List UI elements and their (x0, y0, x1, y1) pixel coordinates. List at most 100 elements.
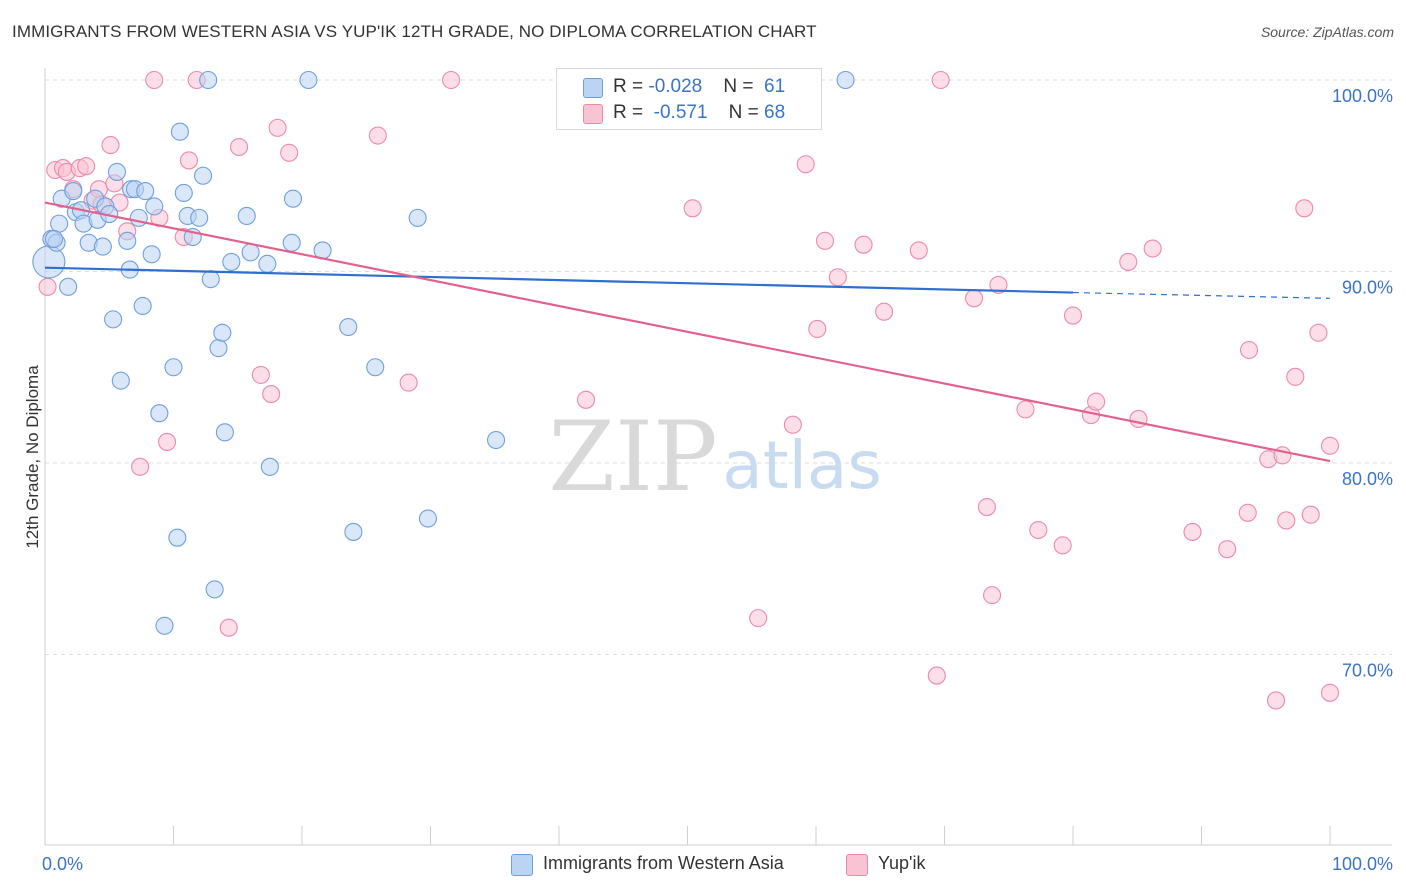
watermark-atlas: atlas (722, 427, 882, 504)
scatter-point-yupik (1129, 409, 1148, 429)
scatter-point-western-asia (339, 317, 358, 337)
scatter-point-yupik (251, 365, 270, 384)
n-value: 68 (764, 102, 786, 123)
scatter-point-yupik (1143, 239, 1162, 258)
scatter-point-yupik (749, 609, 768, 628)
scatter-point-yupik (38, 277, 57, 296)
scatter-point-western-asia (44, 229, 64, 248)
r-label: R = (613, 102, 649, 123)
scatter-point-western-asia (209, 339, 228, 358)
stats-row-pink: R = -0.571 N = 68 (557, 100, 821, 126)
x-tick-label: 0.0% (42, 854, 83, 874)
scatter-point-yupik (1266, 691, 1286, 710)
scatter-point-yupik (1309, 323, 1328, 342)
scatter-point-yupik (442, 70, 461, 90)
scatter-point-western-asia (136, 182, 155, 201)
scatter-point-yupik (854, 235, 873, 254)
scatter-point-yupik (1183, 522, 1202, 541)
scatter-point-yupik (828, 268, 847, 287)
scatter-point-yupik (280, 143, 299, 162)
scatter-point-yupik (989, 275, 1008, 294)
trend-extension-western-asia (1072, 291, 1331, 299)
trend-line-yupik (44, 201, 1331, 463)
scatter-point-western-asia (104, 310, 123, 329)
scatter-point-yupik (1119, 252, 1138, 271)
scatter-point-yupik (1238, 503, 1257, 522)
series-immigrants-western-asia (32, 70, 855, 635)
scatter-point-yupik (158, 432, 177, 451)
scatter-point-western-asia (366, 358, 385, 377)
scatter-point-yupik (1301, 505, 1320, 524)
scatter-point-yupik (1063, 306, 1083, 325)
scatter-point-yupik (683, 199, 702, 218)
scatter-point-yupik (977, 497, 996, 517)
stats-swatch-pink (583, 104, 603, 124)
trend-lines (44, 201, 1331, 463)
scatter-point-western-asia (168, 528, 187, 547)
legend-swatch-pink (846, 854, 868, 876)
watermark-zip: ZIP (548, 401, 717, 513)
scatter-point-western-asia (194, 166, 213, 185)
scatter-point-western-asia (201, 270, 220, 289)
scatter-point-western-asia (282, 233, 301, 252)
scatter-point-western-asia (155, 616, 174, 635)
scatter-point-western-asia (213, 323, 232, 342)
scatter-point-yupik (77, 157, 96, 176)
scatter-point-western-asia (170, 122, 189, 141)
scatter-point-western-asia (241, 243, 260, 262)
scatter-point-western-asia (129, 208, 148, 227)
legend-label: Yup'ik (878, 853, 926, 873)
x-tick-label: 100.0% (1332, 854, 1393, 874)
scatter-point-yupik (262, 385, 281, 404)
scatter-point-western-asia (199, 70, 218, 90)
y-tick-label: 100.0% (1332, 86, 1393, 106)
scatter-point-yupik (219, 618, 238, 637)
scatter-point-yupik (783, 415, 802, 434)
scatter-point-western-asia (283, 189, 303, 208)
scatter-point-yupik (927, 666, 946, 685)
r-value: -0.028 (648, 76, 703, 97)
scatter-point-yupik (931, 70, 950, 90)
scatter-point-western-asia (260, 457, 279, 476)
stats-text-pink: R = -0.571 N = 68 (613, 102, 785, 124)
scatter-point-western-asia (237, 206, 256, 226)
scatter-point-western-asia (64, 182, 83, 201)
y-tick-label: 70.0% (1342, 661, 1393, 681)
scatter-point-western-asia (299, 70, 318, 90)
chart-title: IMMIGRANTS FROM WESTERN ASIA VS YUP'IK 1… (12, 22, 817, 41)
scatter-point-yupik (399, 373, 418, 392)
scatter-point-western-asia (145, 197, 164, 216)
watermark: ZIP atlas (548, 401, 881, 513)
scatter-point-yupik (875, 302, 894, 321)
scatter-point-western-asia (50, 214, 69, 233)
scatter-point-western-asia (142, 245, 161, 264)
axes (44, 68, 1392, 846)
scatter-point-yupik (1286, 367, 1305, 386)
scatter-point-western-asia (215, 423, 234, 442)
scatter-point-yupik (808, 319, 827, 339)
scatter-point-western-asia (150, 404, 169, 423)
scatter-point-western-asia (107, 162, 127, 181)
y-tick-label: 80.0% (1342, 469, 1393, 489)
stats-row-blue: R = -0.028 N = 61 (557, 74, 821, 100)
n-value: 61 (764, 76, 786, 97)
scatter-point-western-asia (408, 208, 427, 227)
r-value: -0.571 (653, 102, 708, 123)
scatter-point-yupik (1295, 199, 1314, 218)
scatter-point-western-asia (174, 183, 193, 203)
scatter-point-yupik (145, 70, 164, 90)
legend-label: Immigrants from Western Asia (543, 853, 784, 873)
scatter-point-yupik (1087, 392, 1106, 411)
scatter-point-yupik (1029, 520, 1048, 540)
scatter-point-yupik (576, 390, 596, 409)
scatter-point-yupik (101, 136, 120, 155)
scatter-point-western-asia (344, 522, 363, 541)
scatter-point-yupik (1239, 340, 1259, 360)
scatter-point-western-asia (205, 580, 224, 599)
y-tick-label: 90.0% (1342, 278, 1393, 298)
series-yupik (38, 70, 1340, 710)
stats-swatch-blue (583, 78, 603, 98)
scatter-point-western-asia (258, 254, 277, 273)
tick-labels: 70.0% 80.0% 90.0% 100.0% 0.0% 100.0% (42, 86, 1393, 874)
